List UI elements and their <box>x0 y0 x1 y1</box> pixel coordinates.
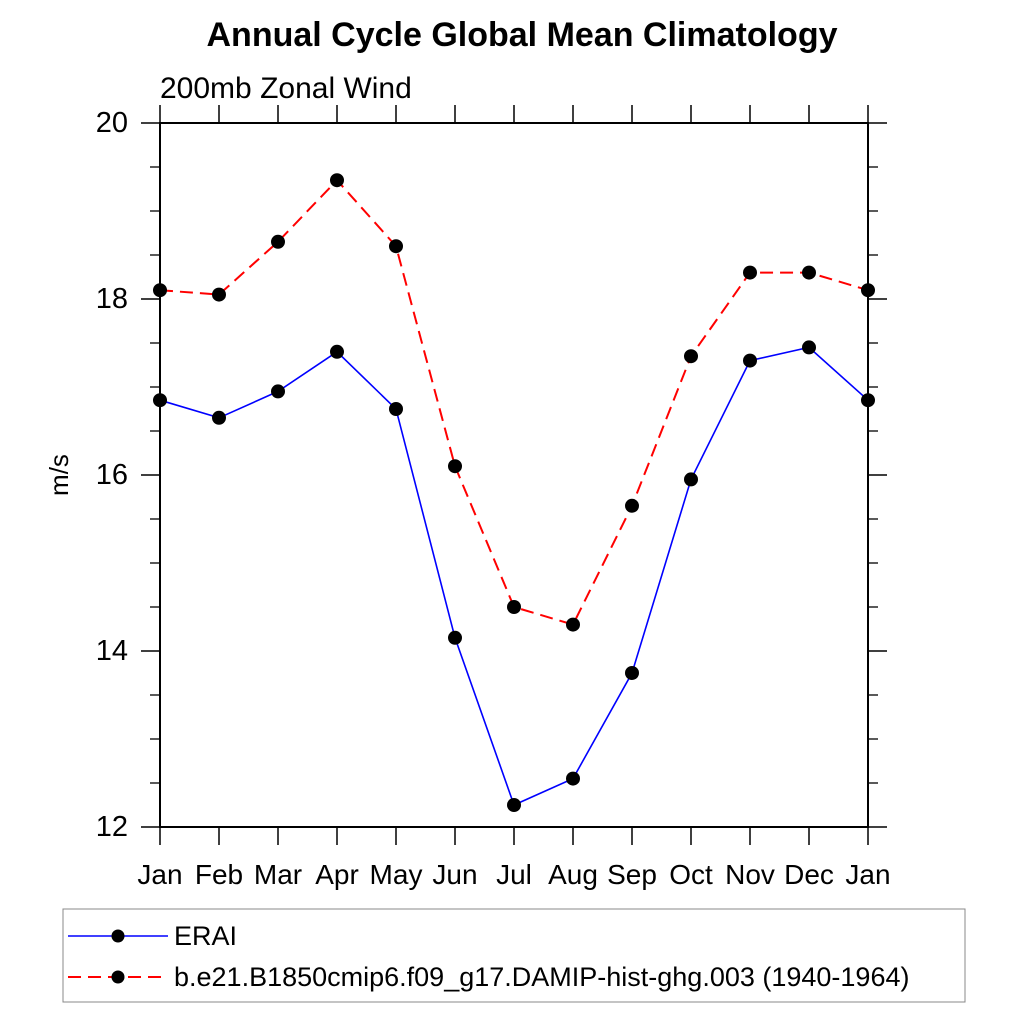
x-tick-label: Oct <box>669 859 713 890</box>
data-point-1-Aug <box>566 617 580 632</box>
data-point-1-Jul <box>507 600 521 614</box>
x-tick-label: Dec <box>784 859 834 890</box>
data-point-0-Oct <box>684 472 698 487</box>
data-point-0-Sep <box>625 666 639 680</box>
data-point-1-Nov <box>743 265 757 280</box>
y-tick-label: 12 <box>96 811 128 843</box>
legend-label-model: b.e21.B1850cmip6.f09_g17.DAMIP-hist-ghg.… <box>174 962 909 992</box>
x-tick-label: Jan <box>137 859 182 890</box>
data-point-0-Dec <box>802 340 816 355</box>
legend-entry-model: b.e21.B1850cmip6.f09_g17.DAMIP-hist-ghg.… <box>68 962 909 992</box>
data-point-0-Jan <box>861 393 875 408</box>
y-tick-label: 16 <box>96 459 128 491</box>
data-point-1-Sep <box>625 498 639 513</box>
data-point-1-Mar <box>271 234 285 249</box>
data-point-0-Mar <box>271 384 285 399</box>
legend-box <box>62 908 966 1003</box>
x-tick-label: Jul <box>496 859 532 890</box>
chart-title: Annual Cycle Global Mean Climatology <box>207 16 838 54</box>
x-tick-label: Jun <box>432 859 477 890</box>
legend-entry-erai: ERAI <box>68 921 237 951</box>
y-tick-label: 14 <box>96 635 128 667</box>
data-point-0-Feb <box>212 410 226 425</box>
data-series <box>153 173 875 812</box>
data-point-0-Jan <box>153 393 167 408</box>
y-axis-label: m/s <box>44 454 74 496</box>
legend: ERAI b.e21.B1850cmip6.f09_g17.DAMIP-hist… <box>62 908 966 1003</box>
data-point-0-Nov <box>743 353 757 368</box>
x-tick-label: Feb <box>195 859 243 890</box>
data-point-1-May <box>389 239 403 254</box>
data-point-1-Jun <box>448 459 462 474</box>
data-point-0-May <box>389 402 403 416</box>
series-line-0 <box>159 346 869 807</box>
y-tick-label: 18 <box>96 283 128 315</box>
data-point-0-Jun <box>448 630 462 645</box>
data-point-0-Apr <box>330 344 344 359</box>
x-tick-label: Sep <box>607 859 657 890</box>
data-point-1-Feb <box>212 287 226 302</box>
x-tick-label: May <box>370 859 423 890</box>
axes: Jan Feb Mar Apr May Jun Jul Aug Sep Oct Nov Dec Jan 2… <box>96 105 891 890</box>
y-tick-label: 20 <box>96 107 128 139</box>
x-tick-label: Jan <box>845 859 890 890</box>
data-point-0-Aug <box>566 771 580 786</box>
data-point-1-Jan <box>861 283 875 298</box>
plot-frame <box>159 122 869 828</box>
data-point-1-Jan <box>153 283 167 298</box>
data-point-1-Apr <box>330 173 344 188</box>
x-tick-label: Nov <box>725 859 775 890</box>
data-point-1-Oct <box>684 349 698 364</box>
x-tick-label: Apr <box>315 859 359 890</box>
x-tick-label: Aug <box>548 859 598 890</box>
legend-marker-dot <box>111 929 125 943</box>
x-tick-label: Mar <box>254 859 302 890</box>
legend-marker-dot <box>111 970 125 984</box>
data-point-0-Jul <box>507 798 521 812</box>
chart-subtitle: 200mb Zonal Wind <box>160 72 412 105</box>
series-line-1 <box>159 178 869 626</box>
legend-label-erai: ERAI <box>174 921 237 951</box>
data-point-1-Dec <box>802 265 816 280</box>
